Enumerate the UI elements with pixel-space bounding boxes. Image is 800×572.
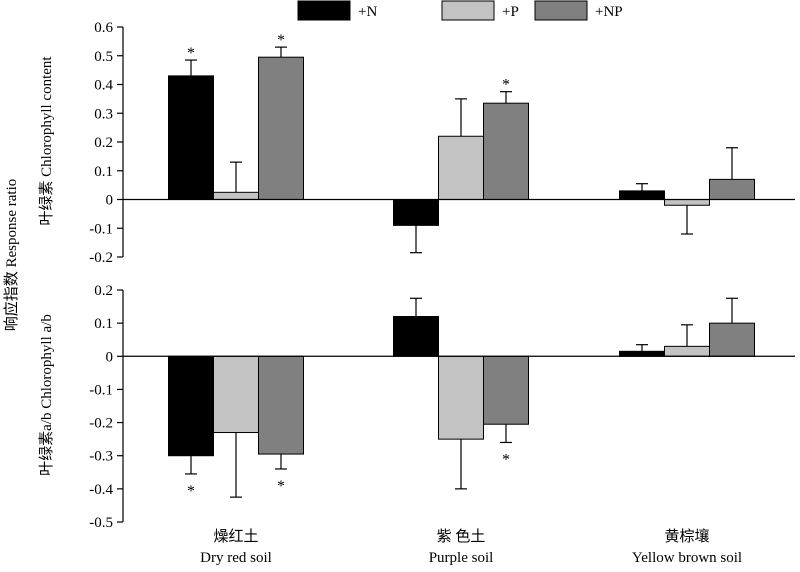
- bottom-y-axis-title: 叶绿素a/b Chlorophyll a/b: [38, 314, 55, 476]
- category-label-en: Purple soil: [429, 550, 494, 566]
- bar-p-0: [213, 191, 259, 200]
- legend: +N +P +NP: [297, 0, 623, 21]
- y-tick-label: 0.1: [94, 316, 113, 332]
- legend-swatch-n: [297, 0, 351, 21]
- legend-label-n: +N: [358, 4, 377, 20]
- bar-np-0: [258, 355, 304, 455]
- y-tick-label: -0.2: [89, 250, 113, 266]
- y-tick-label: -0.2: [89, 416, 113, 432]
- y-tick-label: 0: [106, 193, 114, 209]
- y-tick-label: 0.1: [94, 164, 113, 180]
- bar-np-2: [709, 178, 755, 200]
- bar-p-2: [664, 199, 710, 206]
- bar-n-1: [393, 316, 439, 357]
- category-label-en: Dry red soil: [200, 550, 272, 566]
- y-tick-label: -0.1: [89, 221, 113, 237]
- y-tick-label: 0.4: [94, 78, 113, 94]
- significance-star: *: [277, 478, 285, 495]
- y-tick-label: 0.5: [94, 49, 113, 65]
- bar-p-0: [213, 355, 259, 434]
- y-tick-label: 0.6: [94, 20, 113, 36]
- bar-n-1: [393, 199, 439, 226]
- y-tick-label: -0.1: [89, 382, 113, 398]
- y-tick-label: 0.3: [94, 106, 113, 122]
- bar-n-2: [619, 350, 665, 357]
- legend-swatch-p: [441, 0, 495, 21]
- shared-y-axis-title: 响应指数 Response ratio: [2, 179, 20, 331]
- y-tick-label: -0.4: [89, 482, 113, 498]
- y-tick-label: -0.3: [89, 449, 113, 465]
- significance-star: *: [502, 77, 510, 94]
- bar-p-1: [438, 135, 484, 200]
- bar-n-0: [168, 75, 214, 200]
- y-tick-label: 0.2: [94, 283, 113, 299]
- significance-star: *: [187, 483, 195, 500]
- legend-label-np: +NP: [595, 4, 623, 20]
- y-tick-label: -0.5: [89, 515, 113, 531]
- bar-n-0: [168, 355, 214, 457]
- category-label-zh: 燥红土: [213, 528, 258, 545]
- bar-np-1: [483, 355, 529, 425]
- chart-panels: -0.2-0.100.10.20.30.40.50.6***-0.5-0.4-0…: [89, 20, 795, 531]
- bottom-panel: -0.5 -0.4 -0.3 -0.2 -0.1 0 0.1 0.2 * * *: [89, 283, 795, 531]
- bar-p-2: [664, 345, 710, 357]
- top-y-axis-title: 叶绿素 Chlorophyll content: [38, 56, 55, 226]
- category-label-en: Yellow brown soil: [632, 550, 742, 566]
- significance-star: *: [187, 45, 195, 62]
- category-label-zh: 黄棕壤: [664, 527, 709, 545]
- significance-star: *: [502, 451, 510, 468]
- significance-star: *: [277, 32, 285, 49]
- y-tick-label: 0: [106, 349, 114, 365]
- legend-label-p: +P: [502, 4, 519, 20]
- category-label-zh: 紫 色土: [437, 528, 486, 545]
- bar-np-0: [258, 56, 304, 200]
- bar-p-1: [438, 355, 484, 440]
- legend-swatch-np: [534, 0, 588, 21]
- top-panel: -0.2 -0.1 0 0.1 0.2 0.3 0.4 0.5 0.6 * * *: [89, 20, 795, 266]
- bar-np-2: [709, 322, 755, 357]
- bar-np-1: [483, 102, 529, 200]
- bar-n-2: [619, 190, 665, 200]
- category-labels: 燥红土 Dry red soil 紫 色土 Purple soil 黄棕壤 Yellow …: [200, 527, 742, 566]
- y-tick-label: 0.2: [94, 135, 113, 151]
